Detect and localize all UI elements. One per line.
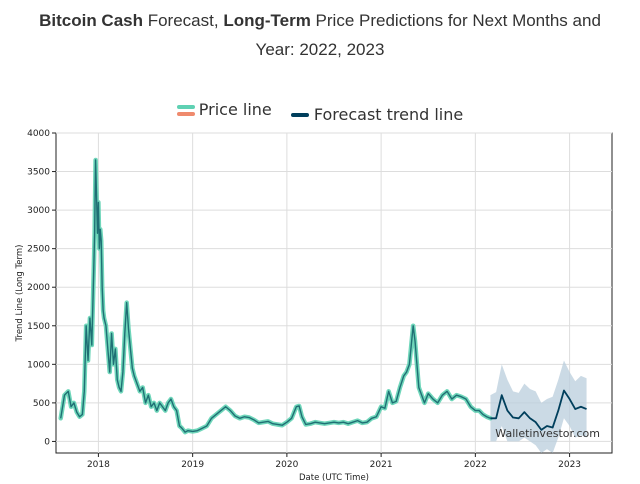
- watermark: Walletinvestor.com: [495, 427, 600, 440]
- title-text-2: Price Predictions for Next Months and: [310, 11, 601, 30]
- axis-ticks: 0 500 1000 1500 2000 2500 3000 3500 4000 2018 2019…: [27, 129, 581, 470]
- title-term-bold: Long-Term: [223, 11, 311, 30]
- y-tick-label: 4000: [27, 129, 50, 139]
- legend-label-price-line: Price line: [198, 100, 272, 119]
- price-line: [60, 159, 491, 433]
- x-tick-label: 2022: [464, 460, 487, 470]
- y-tick-label: 3500: [27, 168, 50, 178]
- series-layer: [58, 157, 587, 435]
- legend-item-price-line[interactable]: Price line: [176, 100, 272, 119]
- y-tick-label: 2000: [27, 283, 50, 293]
- y-axis-label: Trend Line (Long Term): [15, 245, 25, 343]
- forecast-trend-line: [490, 389, 587, 431]
- forecast-line-swatch: [290, 112, 309, 117]
- x-tick-label: 2023: [558, 460, 581, 470]
- x-tick-label: 2018: [87, 460, 110, 470]
- title-coin-name: Bitcoin Cash: [39, 11, 143, 30]
- x-tick-label: 2020: [275, 460, 298, 470]
- y-tick-label: 0: [44, 437, 50, 447]
- y-tick-label: 3000: [27, 206, 50, 216]
- chart-legend: Price line Forecast trend line: [0, 100, 640, 124]
- y-tick-label: 2500: [27, 245, 50, 255]
- legend-label-forecast: Forecast trend line: [313, 105, 464, 124]
- y-tick-label: 1500: [27, 322, 50, 332]
- price-line-swatch-secondary: [176, 111, 195, 116]
- price-line-swatch-primary: [176, 104, 195, 109]
- forecast-band-area: [490, 360, 587, 453]
- y-tick-label: 500: [33, 399, 50, 409]
- price-line-swatch: [176, 103, 195, 117]
- title-text-1: Forecast,: [143, 11, 224, 30]
- page-title: Bitcoin Cash Forecast, Long-Term Price P…: [0, 6, 640, 64]
- legend-item-forecast[interactable]: Forecast trend line: [290, 105, 464, 124]
- forecast-confidence-band: [490, 360, 587, 453]
- x-axis-label: Date (UTC Time): [299, 473, 369, 483]
- x-tick-label: 2019: [181, 460, 204, 470]
- y-tick-label: 1000: [27, 360, 50, 370]
- title-line-2: Year: 2022, 2023: [255, 40, 385, 59]
- x-tick-label: 2021: [370, 460, 393, 470]
